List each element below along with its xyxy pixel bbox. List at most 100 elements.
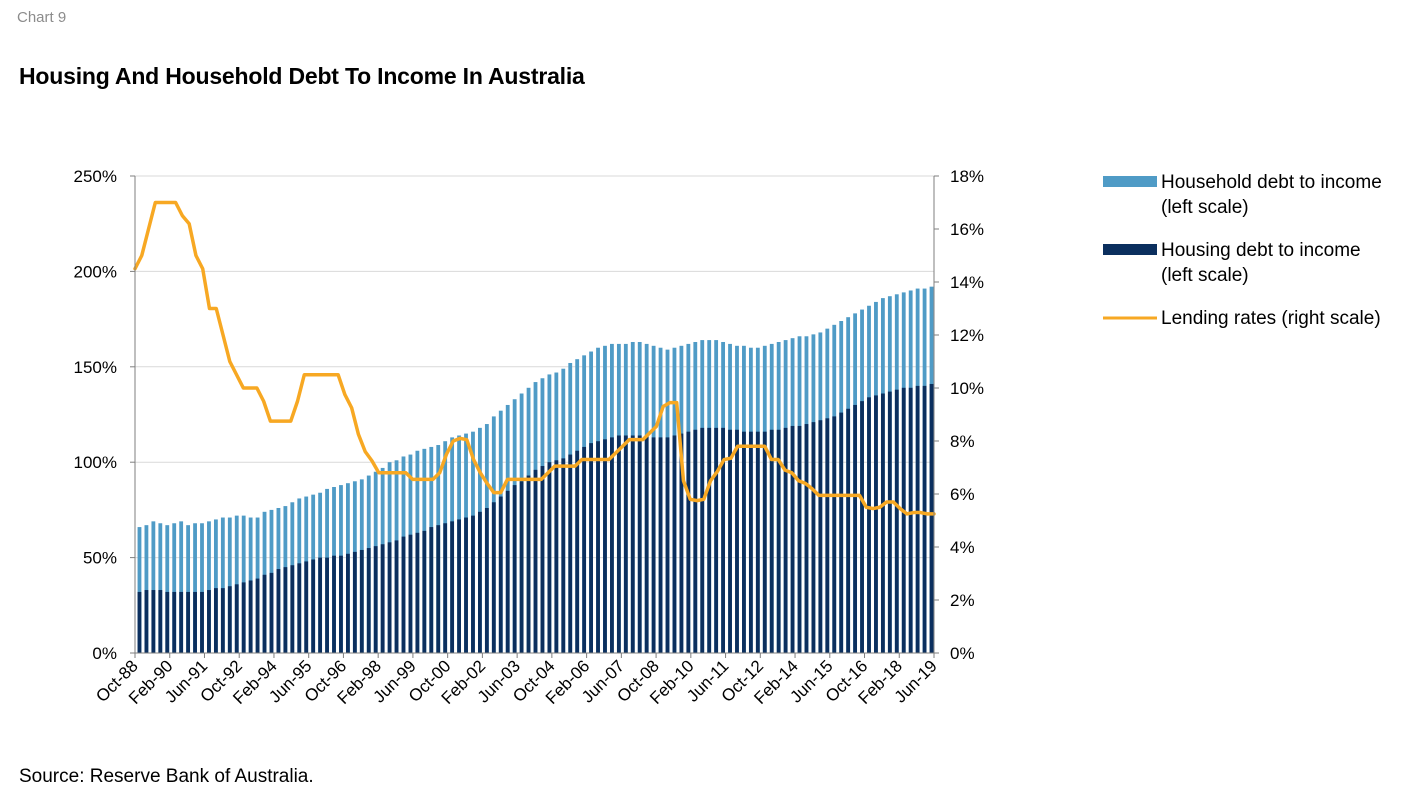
- housing-bar: [901, 387, 906, 653]
- housing-bar: [825, 418, 830, 653]
- household-bar: [220, 517, 225, 653]
- right-tick-label: 2%: [950, 591, 975, 610]
- housing-bar: [755, 431, 760, 653]
- housing-bar: [644, 435, 649, 653]
- housing-bar: [345, 553, 350, 653]
- housing-bar: [735, 429, 739, 653]
- chart-number: Chart 9: [17, 9, 67, 26]
- right-tick-label: 8%: [950, 432, 975, 451]
- housing-bar: [554, 460, 559, 653]
- right-tick-label: 18%: [950, 167, 984, 186]
- housing-bar: [234, 584, 239, 653]
- legend-item-housing: Housing debt to income (left scale): [1103, 238, 1413, 288]
- housing-bar: [811, 422, 816, 653]
- housing-bar: [422, 530, 427, 653]
- housing-bar: [797, 425, 802, 653]
- housing-bar: [373, 546, 378, 653]
- housing-bar: [700, 427, 705, 653]
- housing-bar: [762, 431, 767, 653]
- housing-bar: [610, 437, 614, 653]
- housing-bar: [387, 542, 392, 653]
- housing-bar: [380, 544, 385, 653]
- housing-bar: [186, 591, 191, 653]
- housing-bar: [137, 591, 142, 653]
- housing-bar: [498, 496, 503, 653]
- household-bar: [207, 521, 211, 653]
- housing-bar: [484, 507, 489, 653]
- housing-bar: [568, 454, 573, 653]
- housing-bar: [200, 591, 204, 653]
- housing-bar: [637, 435, 642, 653]
- household-bar: [200, 523, 204, 653]
- housing-bar: [908, 387, 913, 653]
- housing-bar: [429, 527, 434, 653]
- right-tick-label: 0%: [950, 644, 975, 663]
- housing-bar: [651, 437, 656, 653]
- source-note: Source: Reserve Bank of Australia.: [19, 766, 314, 787]
- housing-bar: [491, 502, 496, 653]
- housing-bar: [165, 591, 170, 653]
- housing-bar: [193, 591, 197, 653]
- chart-title: Housing And Household Debt To Income In …: [19, 63, 585, 89]
- housing-bar: [748, 431, 753, 653]
- housing-bar: [213, 588, 218, 653]
- housing-bar: [603, 439, 607, 653]
- housing-bar: [290, 565, 295, 653]
- housing-bar: [769, 429, 774, 653]
- housing-bar: [596, 441, 600, 653]
- housing-bar: [366, 548, 371, 653]
- legend-item-lending: Lending rates (right scale): [1103, 306, 1413, 331]
- legend-label-lending: Lending rates (right scale): [1161, 308, 1381, 329]
- housing-bar: [401, 536, 406, 653]
- housing-bar: [540, 466, 545, 653]
- housing-bar: [686, 431, 691, 653]
- legend-swatch-lending: [1103, 316, 1157, 320]
- housing-bar: [679, 433, 684, 653]
- housing-bar: [922, 385, 927, 653]
- legend-swatch-housing: [1103, 244, 1157, 255]
- left-tick-label: 250%: [74, 167, 117, 186]
- housing-bar: [915, 385, 920, 653]
- housing-bar: [783, 427, 788, 653]
- housing-bar: [561, 458, 566, 653]
- housing-bar: [332, 555, 336, 653]
- housing-bar: [804, 424, 809, 653]
- housing-bar: [179, 591, 184, 653]
- housing-bar: [505, 490, 510, 653]
- housing-bar: [547, 462, 552, 653]
- housing-bar: [707, 427, 712, 653]
- housing-bar: [325, 557, 329, 653]
- housing-bar: [408, 534, 413, 653]
- housing-bar: [158, 590, 163, 653]
- housing-bar: [443, 523, 448, 653]
- housing-bar: [860, 401, 864, 653]
- housing-bar: [283, 567, 288, 653]
- housing-bar: [415, 532, 420, 653]
- housing-bar: [457, 519, 461, 653]
- household-bar: [186, 525, 191, 653]
- housing-bar: [693, 429, 698, 653]
- household-bar: [193, 523, 197, 653]
- housing-bar: [471, 515, 475, 653]
- housing-bar: [359, 549, 364, 653]
- housing-bar: [742, 431, 746, 653]
- housing-bar: [464, 517, 468, 653]
- housing-bar: [318, 557, 323, 653]
- housing-bar: [887, 391, 892, 653]
- household-bar: [179, 521, 184, 653]
- housing-bar: [339, 555, 343, 653]
- housing-bar: [304, 561, 309, 653]
- housing-bar: [151, 590, 156, 653]
- housing-bar: [220, 588, 225, 653]
- housing-bar: [248, 580, 253, 653]
- household-bar: [158, 523, 163, 653]
- housing-bar: [867, 397, 871, 653]
- housing-bar: [297, 563, 302, 653]
- legend-swatch-household: [1103, 176, 1157, 187]
- housing-bar: [478, 511, 482, 653]
- household-bar: [165, 525, 170, 653]
- housing-bar: [874, 395, 878, 653]
- household-bar: [172, 523, 177, 653]
- housing-bar: [512, 485, 517, 653]
- housing-bar: [207, 590, 211, 653]
